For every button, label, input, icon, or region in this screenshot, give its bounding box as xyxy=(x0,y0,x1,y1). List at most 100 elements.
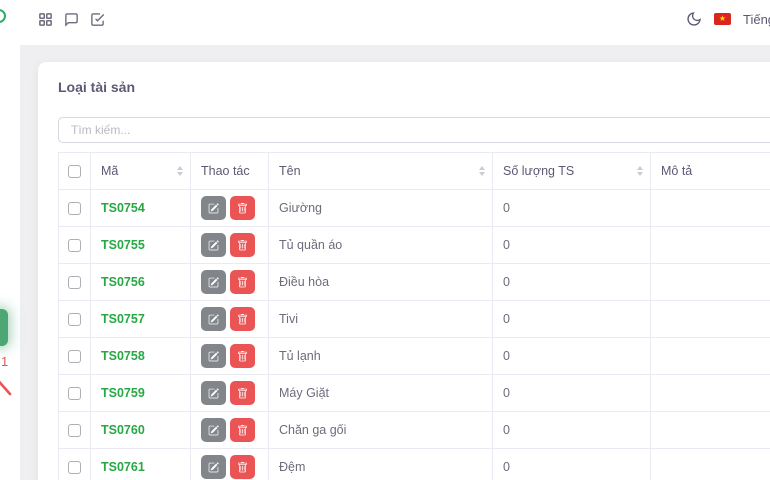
row-select-cell xyxy=(58,300,91,338)
row-count-cell: 0 xyxy=(492,374,651,412)
header-name[interactable]: Tên xyxy=(268,152,493,190)
sort-icon[interactable] xyxy=(637,166,643,176)
trash-icon xyxy=(238,202,247,213)
row-name-cell: Máy Giặt xyxy=(268,374,493,412)
asset-code-link[interactable]: TS0755 xyxy=(101,238,145,252)
delete-button[interactable] xyxy=(230,418,255,442)
row-actions-cell xyxy=(190,337,269,375)
table-row: TS0757 Tivi 0 xyxy=(58,300,770,338)
red-stroke-decoration xyxy=(0,380,12,396)
row-description-cell xyxy=(650,448,770,480)
notification-count: 1 xyxy=(1,354,9,369)
app-logo-icon xyxy=(0,9,6,23)
row-checkbox[interactable] xyxy=(68,424,81,438)
row-name-cell: Đệm xyxy=(268,448,493,480)
row-description-cell xyxy=(650,411,770,449)
row-description-cell xyxy=(650,300,770,338)
pencil-square-icon xyxy=(208,313,219,324)
trash-icon xyxy=(238,461,247,472)
row-count-cell: 0 xyxy=(492,411,651,449)
row-checkbox[interactable] xyxy=(68,239,81,253)
row-code-cell: TS0760 xyxy=(90,411,191,449)
row-code-cell: TS0759 xyxy=(90,374,191,412)
row-count-cell: 0 xyxy=(492,448,651,480)
asset-code-link[interactable]: TS0761 xyxy=(101,460,145,474)
row-select-cell xyxy=(58,411,91,449)
delete-button[interactable] xyxy=(230,455,255,479)
asset-code-link[interactable]: TS0757 xyxy=(101,312,145,326)
delete-button[interactable] xyxy=(230,307,255,331)
row-select-cell xyxy=(58,448,91,480)
delete-button[interactable] xyxy=(230,270,255,294)
delete-button[interactable] xyxy=(230,344,255,368)
row-checkbox[interactable] xyxy=(68,202,81,216)
chat-bubble-icon[interactable] xyxy=(64,12,79,27)
edit-button[interactable] xyxy=(201,233,226,257)
row-count-cell: 0 xyxy=(492,337,651,375)
pencil-square-icon xyxy=(208,387,219,398)
asset-code-link[interactable]: TS0759 xyxy=(101,386,145,400)
edit-button[interactable] xyxy=(201,418,226,442)
asset-type-card: Loại tài sản Mã Thao tác Tên xyxy=(38,62,770,480)
header-code[interactable]: Mã xyxy=(90,152,191,190)
row-name-cell: Giường xyxy=(268,189,493,227)
row-code-cell: TS0761 xyxy=(90,448,191,480)
header-count[interactable]: Số lượng TS xyxy=(492,152,651,190)
sort-icon[interactable] xyxy=(479,166,485,176)
edit-button[interactable] xyxy=(201,307,226,331)
row-code-cell: TS0758 xyxy=(90,337,191,375)
row-name-cell: Chăn ga gối xyxy=(268,411,493,449)
asset-code-link[interactable]: TS0754 xyxy=(101,201,145,215)
row-actions-cell xyxy=(190,189,269,227)
active-menu-badge[interactable] xyxy=(0,309,8,346)
search-input[interactable] xyxy=(58,117,770,143)
select-all-checkbox[interactable] xyxy=(68,165,81,179)
pencil-square-icon xyxy=(208,350,219,361)
delete-button[interactable] xyxy=(230,381,255,405)
edit-button[interactable] xyxy=(201,270,226,294)
topbar-shortcut-icons xyxy=(38,12,105,27)
pencil-square-icon xyxy=(208,202,219,213)
language-selector[interactable]: Tiếng Việt xyxy=(743,11,770,27)
edit-button[interactable] xyxy=(201,381,226,405)
check-square-icon[interactable] xyxy=(90,12,105,27)
row-actions-cell xyxy=(190,411,269,449)
header-select-all xyxy=(58,152,91,190)
row-checkbox[interactable] xyxy=(68,313,81,327)
trash-icon xyxy=(238,387,247,398)
delete-button[interactable] xyxy=(230,196,255,220)
trash-icon xyxy=(238,313,247,324)
row-code-cell: TS0755 xyxy=(90,226,191,264)
header-actions-label: Thao tác xyxy=(201,164,250,178)
row-select-cell xyxy=(58,189,91,227)
header-actions: Thao tác xyxy=(190,152,269,190)
pencil-square-icon xyxy=(208,239,219,250)
table-row: TS0758 Tủ lạnh 0 xyxy=(58,337,770,375)
row-name-cell: Điều hòa xyxy=(268,263,493,301)
edit-button[interactable] xyxy=(201,455,226,479)
asset-code-link[interactable]: TS0760 xyxy=(101,423,145,437)
edit-button[interactable] xyxy=(201,196,226,220)
asset-code-link[interactable]: TS0758 xyxy=(101,349,145,363)
row-count-cell: 0 xyxy=(492,263,651,301)
row-checkbox[interactable] xyxy=(68,387,81,401)
row-actions-cell xyxy=(190,448,269,480)
header-description[interactable]: Mô tả xyxy=(650,152,770,190)
trash-icon xyxy=(238,424,247,435)
row-checkbox[interactable] xyxy=(68,276,81,290)
row-checkbox[interactable] xyxy=(68,461,81,475)
table-row: TS0754 Giường 0 xyxy=(58,189,770,227)
top-navigation-bar: ★ Tiếng Việt xyxy=(0,0,770,45)
row-actions-cell xyxy=(190,226,269,264)
row-count-cell: 0 xyxy=(492,226,651,264)
asset-code-link[interactable]: TS0756 xyxy=(101,275,145,289)
page-title: Loại tài sản xyxy=(58,79,136,95)
sort-icon[interactable] xyxy=(177,166,183,176)
edit-button[interactable] xyxy=(201,344,226,368)
delete-button[interactable] xyxy=(230,233,255,257)
row-checkbox[interactable] xyxy=(68,350,81,364)
grid-apps-icon[interactable] xyxy=(38,12,53,27)
table-row: TS0761 Đệm 0 xyxy=(58,448,770,480)
trash-icon xyxy=(238,239,247,250)
moon-dark-mode-icon[interactable] xyxy=(686,11,702,27)
